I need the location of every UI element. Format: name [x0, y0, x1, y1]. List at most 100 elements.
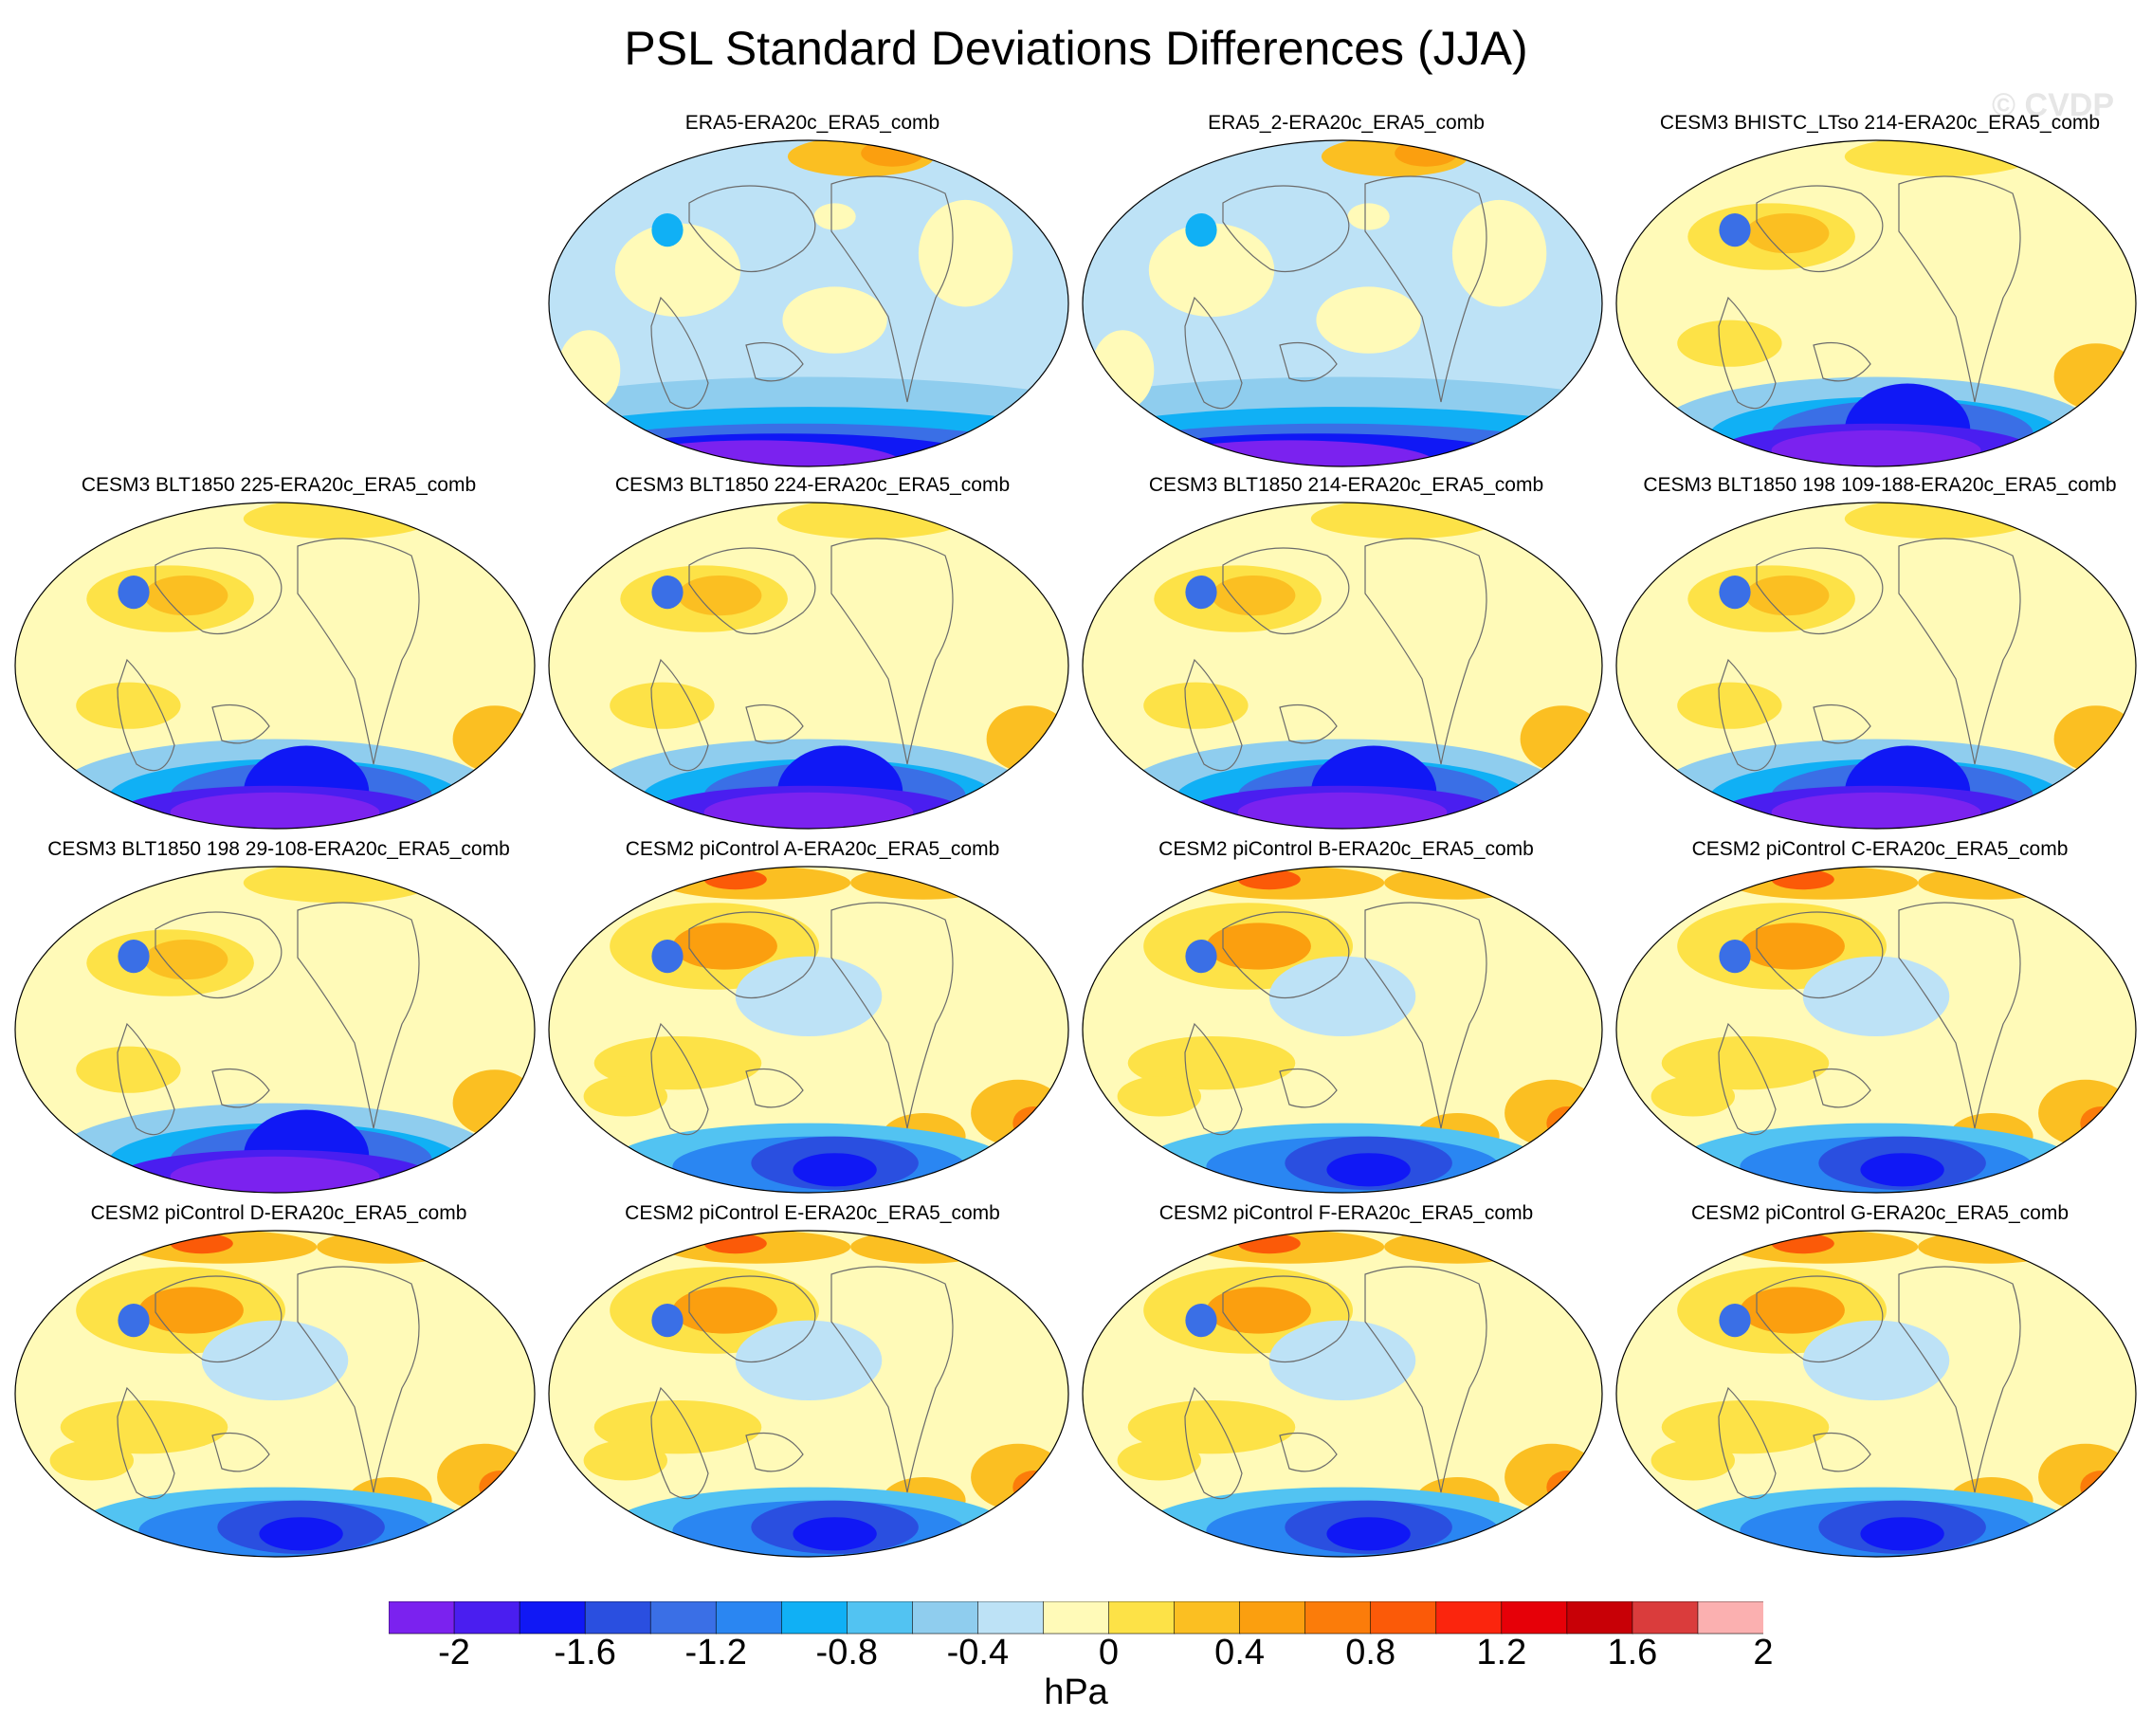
contour-region: [1719, 638, 1824, 680]
contour-region: [583, 1440, 667, 1481]
contour-region: [703, 1233, 767, 1254]
coastline: [155, 1275, 283, 1363]
contour-region: [1451, 199, 1547, 307]
contour-region: [1650, 1076, 1735, 1117]
map-panel: CESM3 BLT1850 214-ERA20c_ERA5_comb: [1081, 474, 1612, 834]
coastline: [155, 547, 283, 635]
contour-region: [76, 1046, 181, 1093]
map-plot: [14, 502, 536, 830]
contour-region: [2053, 705, 2136, 773]
colorbar-tick-label: 2: [1753, 1633, 1774, 1672]
coastline: [1756, 185, 1884, 273]
contour-region: [1206, 923, 1311, 970]
coastline: [1898, 902, 2021, 1129]
coastline: [745, 1432, 804, 1472]
map-panel: ERA5-ERA20c_ERA5_comb: [547, 112, 1078, 472]
contour-region: [1268, 1320, 1416, 1400]
coastline: [1756, 911, 1884, 999]
colorbar-tick-labels: -2 -1.6 -1.2 -0.8 -0.4 0 0.4 0.8 1.2 1.6 2: [0, 1633, 2152, 1680]
coastline: [1184, 296, 1243, 410]
coastline: [211, 1432, 270, 1472]
colorbar-tick-label: -0.8: [815, 1633, 879, 1672]
contour-region: [557, 330, 621, 411]
colorbar-bin: [1043, 1601, 1110, 1635]
coastline: [650, 296, 709, 410]
map-panel: CESM3 BLT1850 198 29-108-ERA20c_ERA5_com…: [13, 838, 544, 1198]
contour-region: [583, 1076, 667, 1117]
panel-title: CESM3 BLT1850 225-ERA20c_ERA5_comb: [81, 474, 477, 496]
panel-title: CESM3 BLT1850 224-ERA20c_ERA5_comb: [614, 474, 1011, 496]
contour-region: [60, 1400, 228, 1454]
contour-region: [1237, 1233, 1301, 1254]
contour-region: [1719, 276, 1824, 318]
map-border: [1082, 139, 1603, 467]
map-panel: CESM2 piControl E-ERA20c_ERA5_comb: [547, 1202, 1078, 1562]
coastline: [1718, 1022, 1777, 1136]
contour-region: [1771, 429, 1981, 466]
contour-region: [1661, 1400, 1830, 1454]
map-plot: [548, 139, 1069, 467]
contour-region: [735, 1320, 883, 1400]
contour-region: [861, 140, 924, 167]
contour-region: [1745, 576, 1830, 616]
colorbar-bin: [1304, 1601, 1372, 1635]
figure-title: PSL Standard Deviations Differences (JJA…: [624, 22, 1528, 75]
contour-region: [1844, 140, 2033, 177]
coastline: [1279, 704, 1338, 744]
contour-region: [259, 1517, 343, 1551]
panel-title: CESM3 BLT1850 198 109-188-ERA20c_ERA5_co…: [1643, 474, 2117, 496]
colorbar-bin: [649, 1601, 718, 1635]
contour-region: [1127, 1036, 1296, 1090]
contour-region: [1212, 576, 1296, 616]
colorbar-tick-label: -1.6: [554, 1633, 616, 1672]
contour-region: [1185, 638, 1290, 680]
map-plot: [1615, 502, 2137, 830]
map-border: [548, 502, 1069, 830]
coastline: [1813, 1068, 1871, 1108]
contour-region: [793, 1153, 877, 1187]
contour-region: [918, 199, 1013, 307]
colorbar-bin: [453, 1601, 520, 1635]
contour-region: [1395, 140, 1458, 167]
contour-region: [776, 503, 966, 539]
coastline: [650, 1386, 709, 1500]
map-plot: [1082, 1230, 1603, 1558]
contour-region: [593, 1036, 762, 1090]
contour-region: [118, 940, 150, 974]
contour-region: [703, 869, 767, 890]
coastline: [688, 911, 816, 999]
colorbar-bin: [715, 1601, 783, 1635]
coastline: [155, 911, 283, 999]
coastline: [830, 1266, 954, 1493]
panel-title: CESM2 piControl A-ERA20c_ERA5_comb: [625, 838, 1000, 860]
contour-region: [1771, 869, 1834, 890]
coastline: [1813, 341, 1871, 382]
contour-region: [651, 1304, 684, 1338]
map-border: [14, 502, 536, 830]
coastline: [745, 341, 804, 382]
coastline: [1898, 538, 2021, 765]
coastline: [1364, 1266, 1487, 1493]
coastline: [1279, 1432, 1338, 1472]
coastline: [650, 658, 709, 772]
coastline: [1184, 658, 1243, 772]
coastline: [211, 1068, 270, 1108]
contour-region: [452, 705, 535, 773]
contour-region: [118, 1002, 223, 1044]
map-plot: [548, 1230, 1069, 1558]
coastline: [1364, 902, 1487, 1129]
coastline: [830, 902, 954, 1129]
watermark: © CVDP: [1992, 87, 2114, 123]
contour-region: [170, 792, 380, 829]
coastline: [211, 704, 270, 744]
colorbar-bin: [1239, 1601, 1306, 1635]
contour-region: [782, 286, 887, 354]
contour-region: [1802, 956, 1950, 1036]
colorbar-tick-label: 0.8: [1345, 1633, 1396, 1672]
map-panel: CESM2 piControl B-ERA20c_ERA5_comb: [1081, 838, 1612, 1198]
contour-region: [118, 1304, 150, 1338]
contour-region: [170, 1156, 380, 1193]
coastline: [1718, 1386, 1777, 1500]
contour-region: [2053, 343, 2136, 411]
contour-region: [1310, 503, 1500, 539]
